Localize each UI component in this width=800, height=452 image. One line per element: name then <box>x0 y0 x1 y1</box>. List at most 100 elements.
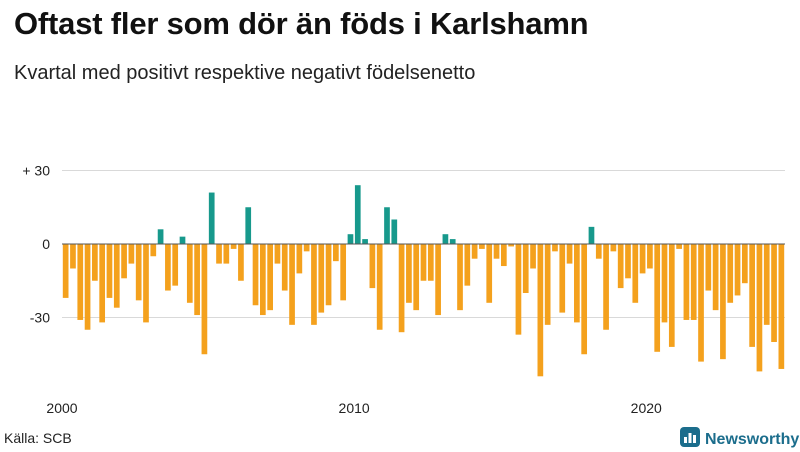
bar <box>311 244 317 325</box>
bar <box>690 244 697 320</box>
bar <box>500 244 507 267</box>
bar <box>778 244 785 369</box>
bar <box>333 244 339 262</box>
bar <box>77 244 84 320</box>
bar <box>632 244 639 303</box>
bars <box>62 185 785 377</box>
bar <box>318 244 325 313</box>
bar <box>369 244 376 289</box>
bar <box>449 239 456 244</box>
bar <box>537 244 544 377</box>
bar <box>595 244 602 259</box>
bar <box>457 244 463 311</box>
bar <box>661 244 668 323</box>
bar <box>705 244 712 291</box>
bar <box>698 244 704 362</box>
bar <box>245 207 252 244</box>
bar <box>756 244 763 372</box>
bar <box>654 244 661 352</box>
bar <box>216 244 222 264</box>
bar <box>515 244 522 335</box>
bar <box>720 244 726 360</box>
bar <box>493 244 500 259</box>
bar <box>391 219 398 244</box>
bar <box>281 244 288 291</box>
bar <box>150 244 157 257</box>
bar <box>734 244 741 296</box>
source-note: Källa: SCB <box>4 430 72 446</box>
bar <box>113 244 120 308</box>
bar <box>362 239 368 244</box>
brand-name: Newsworthy <box>705 430 800 448</box>
bar <box>442 234 449 244</box>
bar <box>588 226 595 244</box>
bar <box>223 244 230 264</box>
bar <box>208 192 215 244</box>
bar <box>464 244 471 286</box>
bar <box>763 244 770 325</box>
chart-subtitle: Kvartal med positivt respektive negativt… <box>14 62 476 84</box>
bar <box>581 244 588 355</box>
bar <box>406 244 412 303</box>
bar <box>771 244 777 342</box>
bar <box>435 244 441 316</box>
bar <box>522 244 529 293</box>
bar <box>135 244 142 301</box>
bar <box>544 244 551 325</box>
bar <box>683 244 690 320</box>
y-tick-label: 0 <box>42 236 50 252</box>
bar <box>230 244 237 249</box>
bar <box>647 244 653 269</box>
bar <box>296 244 303 274</box>
bar <box>376 244 383 330</box>
bar <box>92 244 98 281</box>
bar <box>479 244 485 249</box>
bar <box>99 244 106 323</box>
bar <box>259 244 266 316</box>
bar <box>384 207 390 244</box>
bar <box>749 244 755 347</box>
y-tick-label: + 30 <box>22 163 50 179</box>
bar <box>303 244 310 252</box>
bar <box>172 244 179 286</box>
bar <box>354 185 361 244</box>
bar <box>70 244 76 269</box>
bar <box>289 244 295 325</box>
x-axis-ticks: 2000 2010 2020 <box>46 400 662 416</box>
bar <box>610 244 617 252</box>
bar <box>157 229 164 244</box>
bar <box>617 244 624 289</box>
bar <box>84 244 91 330</box>
x-tick-label: 2000 <box>46 400 77 416</box>
bar <box>398 244 405 333</box>
bar <box>508 244 514 247</box>
bar <box>325 244 332 306</box>
bar <box>201 244 208 355</box>
x-tick-label: 2010 <box>339 400 370 416</box>
bar <box>106 244 113 298</box>
bar <box>471 244 478 259</box>
bar <box>274 244 281 264</box>
bar <box>668 244 675 347</box>
y-tick-label: -30 <box>30 310 50 326</box>
y-axis-ticks: + 30 0 -30 <box>22 163 50 326</box>
bar <box>552 244 558 252</box>
bar <box>427 244 434 281</box>
bar <box>143 244 149 323</box>
x-tick-label: 2020 <box>631 400 662 416</box>
bar <box>603 244 609 330</box>
bar <box>727 244 734 303</box>
bar <box>347 234 354 244</box>
brand-logo[interactable]: Newsworthy <box>680 427 799 452</box>
bar <box>128 244 135 264</box>
bar <box>340 244 347 301</box>
bar <box>559 244 566 313</box>
bar <box>238 244 244 281</box>
bar <box>741 244 748 284</box>
bar <box>194 244 200 316</box>
bar <box>186 244 193 303</box>
chart-title: Oftast fler som dör än föds i Karlshamn <box>14 6 589 41</box>
bar <box>165 244 171 291</box>
bar <box>574 244 580 323</box>
